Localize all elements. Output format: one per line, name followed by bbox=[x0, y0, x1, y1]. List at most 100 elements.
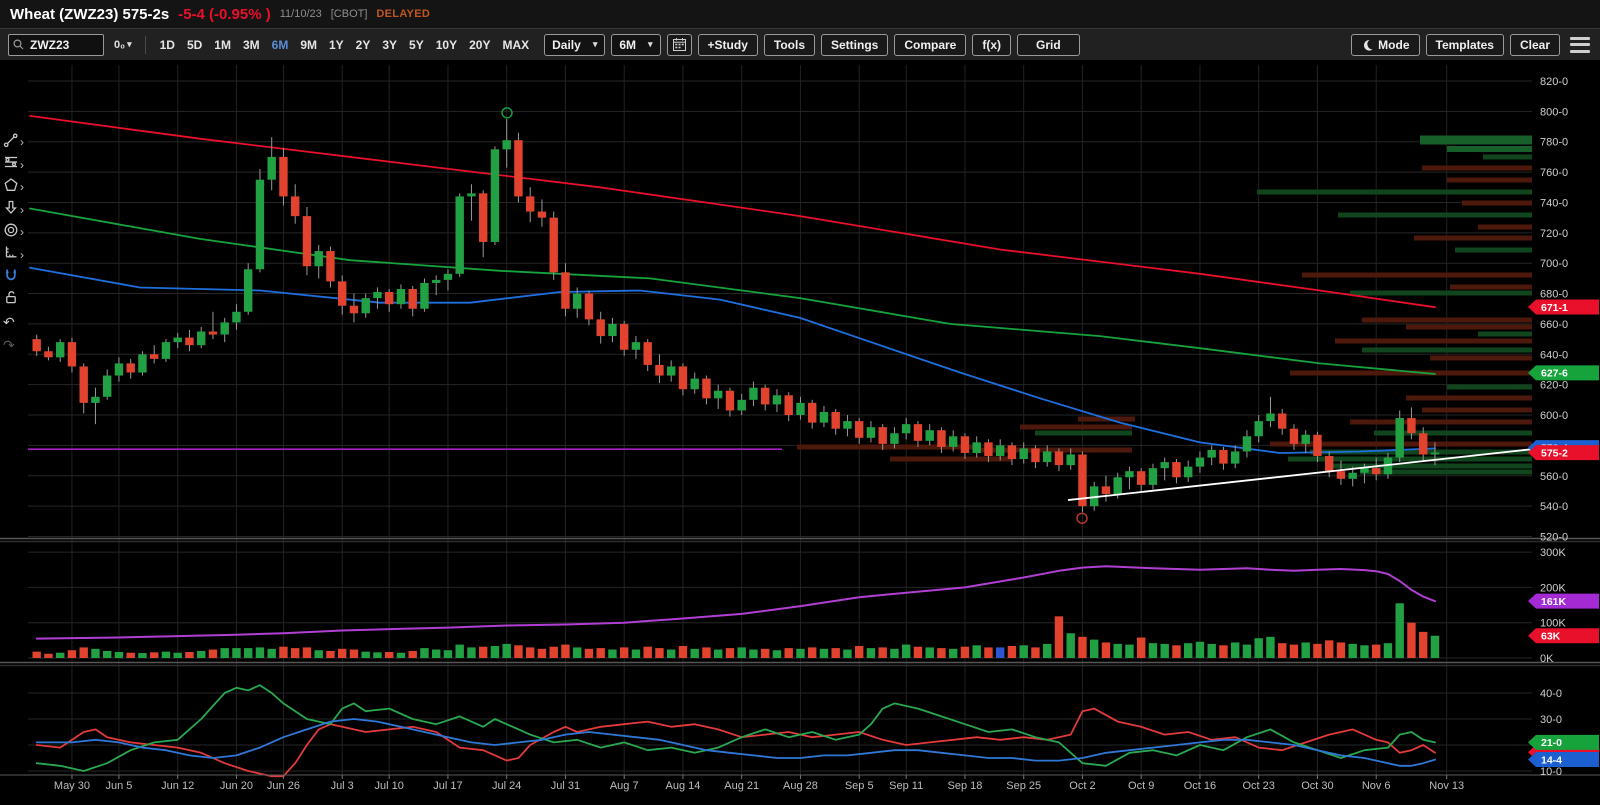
period-select[interactable]: Daily ▾ bbox=[544, 33, 606, 56]
symbol-input[interactable] bbox=[28, 36, 94, 53]
svg-text:Jul 31: Jul 31 bbox=[551, 780, 580, 792]
swing-markers bbox=[501, 107, 1088, 524]
grid-lines bbox=[28, 65, 1532, 775]
toolbar-divider bbox=[144, 35, 146, 54]
moon-icon bbox=[1364, 39, 1373, 51]
measure-tool[interactable]: › bbox=[0, 246, 28, 263]
mode-button[interactable]: Mode bbox=[1351, 33, 1420, 56]
quote-header: Wheat (ZWZ23) 575-2s -5-4 (-0.95% ) 11/1… bbox=[0, 0, 1600, 28]
dmi-adx-line bbox=[35, 718, 1436, 767]
svg-text:Oct 23: Oct 23 bbox=[1242, 780, 1274, 792]
clear-button[interactable]: Clear bbox=[1509, 33, 1560, 56]
open-interest-line bbox=[35, 565, 1436, 640]
svg-text:40-0: 40-0 bbox=[1540, 688, 1562, 700]
undo-button[interactable]: ↶ bbox=[0, 314, 28, 330]
volume-badge-63K: 63K bbox=[1528, 628, 1599, 644]
shapes-icon bbox=[3, 177, 19, 198]
redo-button-icon: ↷ bbox=[3, 336, 15, 353]
text-annotation-icon bbox=[3, 222, 19, 243]
range-3m[interactable]: 3M bbox=[242, 37, 260, 52]
svg-text:Sep 5: Sep 5 bbox=[845, 780, 874, 792]
svg-text:575-2: 575-2 bbox=[1541, 447, 1568, 459]
trend-line bbox=[1067, 448, 1533, 501]
svg-text:Oct 16: Oct 16 bbox=[1184, 780, 1216, 792]
panel-dividers bbox=[0, 537, 1600, 779]
range-5y[interactable]: 5Y bbox=[409, 37, 424, 52]
range-20y[interactable]: 20Y bbox=[469, 37, 491, 52]
shapes-tool[interactable]: › bbox=[0, 177, 28, 198]
svg-text:Jun 5: Jun 5 bbox=[105, 780, 132, 792]
range-2y[interactable]: 2Y bbox=[355, 37, 371, 52]
magnet-tool[interactable] bbox=[0, 269, 28, 285]
dmi-badge-14-4: 14-4 bbox=[1528, 752, 1599, 768]
fibonacci-tool[interactable]: › bbox=[0, 156, 28, 173]
svg-text:700-0: 700-0 bbox=[1540, 258, 1568, 270]
search-icon bbox=[13, 39, 24, 50]
range-3y[interactable]: 3Y bbox=[382, 37, 398, 52]
svg-text:Oct 9: Oct 9 bbox=[1128, 780, 1154, 792]
svg-text:63K: 63K bbox=[1541, 631, 1561, 643]
exchange-label: [CBOT] bbox=[330, 8, 368, 20]
trendline-tool[interactable]: › bbox=[0, 132, 28, 150]
expand-chevron-icon: › bbox=[20, 225, 24, 239]
volume-badge-161K: 161K bbox=[1528, 593, 1599, 609]
svg-text:660-0: 660-0 bbox=[1540, 319, 1568, 331]
calendar-button[interactable] bbox=[666, 33, 692, 56]
ma-line-blue bbox=[29, 266, 1436, 454]
quote-format-dropdown[interactable]: 0₀ ▾ bbox=[114, 38, 132, 51]
svg-text:Nov 6: Nov 6 bbox=[1362, 780, 1391, 792]
chart-area[interactable]: May 30 Jun 5 Jun 12 Jun 20 Jun 26 Jul 3 Jul 10… bbox=[0, 60, 1600, 805]
tool-buttons: +Study Tools Settings Compare f(x) Grid bbox=[697, 33, 1080, 56]
drawing-toolbar: › › › › › › ↶ ↷ bbox=[0, 132, 28, 353]
expand-chevron-icon: › bbox=[20, 135, 24, 149]
ma-line-red bbox=[29, 115, 1436, 309]
lock-tool[interactable] bbox=[0, 289, 28, 310]
svg-text:0K: 0K bbox=[1540, 653, 1554, 665]
arrow-annotation-tool[interactable]: › bbox=[0, 200, 28, 218]
range-6m[interactable]: 6M bbox=[271, 37, 289, 52]
svg-text:540-0: 540-0 bbox=[1540, 501, 1568, 513]
range-buttons: 1D 5D 1M 3M 6M 9M 1Y 2Y 3Y 5Y 10Y 20Y MAX bbox=[155, 36, 535, 54]
range-9m[interactable]: 9M bbox=[300, 37, 317, 52]
redo-button[interactable]: ↷ bbox=[0, 337, 28, 353]
svg-text:680-0: 680-0 bbox=[1540, 289, 1568, 301]
lock-icon bbox=[3, 289, 19, 310]
range-10y[interactable]: 10Y bbox=[435, 37, 458, 52]
svg-text:Jul 24: Jul 24 bbox=[492, 780, 521, 792]
compare-button[interactable]: Compare bbox=[894, 33, 967, 56]
volume-series bbox=[32, 603, 1440, 658]
range-max[interactable]: MAX bbox=[502, 37, 530, 52]
chart-canvas[interactable]: May 30 Jun 5 Jun 12 Jun 20 Jun 26 Jul 3 Jul 10… bbox=[0, 60, 1600, 805]
delayed-badge: DELAYED bbox=[376, 8, 431, 20]
chevron-down-icon: ▾ bbox=[648, 39, 653, 49]
tools-button[interactable]: Tools bbox=[763, 33, 815, 56]
range-5d[interactable]: 5D bbox=[186, 37, 203, 52]
symbol-search[interactable] bbox=[8, 33, 104, 56]
range-1d[interactable]: 1D bbox=[159, 37, 175, 52]
text-annotation-tool[interactable]: › bbox=[0, 222, 28, 243]
expand-chevron-icon: › bbox=[20, 157, 24, 172]
range-select[interactable]: 6M ▾ bbox=[611, 33, 661, 56]
fx-button[interactable]: f(x) bbox=[972, 33, 1012, 56]
settings-button[interactable]: Settings bbox=[821, 33, 889, 56]
chevron-down-icon: ▾ bbox=[592, 39, 598, 49]
svg-text:21-0: 21-0 bbox=[1541, 737, 1562, 749]
range-1y[interactable]: 1Y bbox=[328, 37, 344, 52]
svg-text:Jul 10: Jul 10 bbox=[375, 780, 404, 792]
dmi-minus-di-line bbox=[35, 707, 1436, 778]
study-button[interactable]: +Study bbox=[697, 33, 758, 56]
calendar-icon bbox=[672, 38, 686, 51]
svg-text:May 30: May 30 bbox=[54, 780, 90, 792]
chart-toolbar: 0₀ ▾ 1D 5D 1M 3M 6M 9M 1Y 2Y 3Y 5Y 10Y 20Y MAX Daily… bbox=[0, 28, 1600, 60]
chevron-down-icon: ▾ bbox=[127, 39, 132, 49]
volume-profile-bars bbox=[797, 135, 1532, 475]
svg-text:Aug 21: Aug 21 bbox=[724, 780, 759, 792]
grid-button[interactable]: Grid bbox=[1017, 33, 1080, 56]
expand-chevron-icon: › bbox=[20, 247, 24, 262]
svg-text:161K: 161K bbox=[1541, 596, 1567, 608]
svg-text:Sep 18: Sep 18 bbox=[948, 780, 983, 792]
svg-text:Oct 30: Oct 30 bbox=[1301, 780, 1333, 792]
menu-icon[interactable] bbox=[1570, 36, 1590, 53]
templates-button[interactable]: Templates bbox=[1425, 33, 1504, 56]
range-1m[interactable]: 1M bbox=[214, 37, 231, 52]
